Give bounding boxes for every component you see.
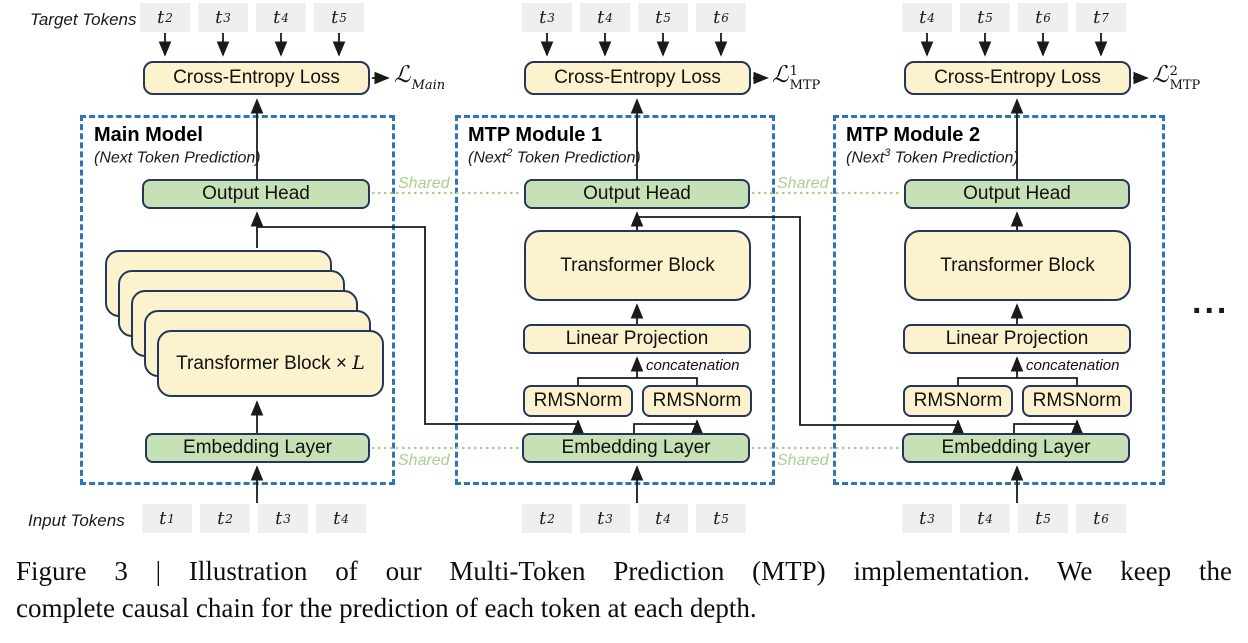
mtp1-loss-label: ℒ 1 MTP — [772, 62, 821, 93]
output-head-label: Output Head — [202, 183, 310, 204]
mtp-module-1-frame — [455, 115, 775, 485]
output-head-label: Output Head — [963, 183, 1071, 204]
main-loss-label: ℒ Main — [394, 62, 446, 93]
target-tokens-label: Target Tokens — [30, 10, 137, 29]
rmsnorm-label: RMSNorm — [652, 390, 742, 411]
concatenation-label: concatenation — [1026, 357, 1120, 374]
linear-projection-label: Linear Projection — [565, 328, 709, 349]
embedding-layer-label: Embedding Layer — [941, 437, 1091, 458]
shared-label-embedding-1: Shared — [398, 452, 450, 469]
rmsnorm-box: RMSNorm — [1022, 385, 1132, 417]
shared-label-output-head-2: Shared — [777, 175, 829, 192]
black-arrows — [158, 33, 1149, 503]
concatenation-label: concatenation — [646, 357, 740, 374]
caption-line-2: complete causal chain for the prediction… — [16, 593, 757, 623]
transformer-block-box: Transformer Block — [904, 230, 1131, 301]
transformer-block-label: Transformer Block — [940, 254, 1095, 276]
input-tokens-label: Input Tokens — [28, 511, 125, 530]
mtp-module-1-heading: MTP Module 1 (Next2 Token Prediction) — [468, 124, 641, 167]
rmsnorm-label: RMSNorm — [913, 390, 1003, 411]
rmsnorm-box: RMSNorm — [642, 385, 752, 417]
connector-lines — [158, 33, 1149, 503]
main-model-subtitle: (Next Token Prediction) — [94, 149, 261, 167]
rmsnorm-box: RMSNorm — [523, 385, 633, 417]
output-head-box: Output Head — [904, 179, 1130, 209]
cross-entropy-label: Cross-Entropy Loss — [173, 67, 340, 88]
transformer-stack-label: Transformer Block × L — [176, 352, 365, 374]
embedding-layer-box: Embedding Layer — [145, 433, 370, 463]
mtp-module-2-frame — [833, 115, 1165, 485]
linear-projection-label: Linear Projection — [945, 328, 1089, 349]
linear-projection-box: Linear Projection — [523, 324, 751, 354]
output-head-label: Output Head — [583, 183, 691, 204]
mtp-module-2-heading: MTP Module 2 (Next3 Token Prediction) — [846, 124, 1019, 167]
figure-caption: Figure 3 | Illustration of our Multi-Tok… — [16, 556, 1232, 624]
cross-entropy-loss-box: Cross-Entropy Loss — [143, 61, 370, 95]
more-modules-ellipsis: ... — [1192, 283, 1230, 321]
cross-entropy-label: Cross-Entropy Loss — [934, 67, 1101, 88]
transformer-block-box: Transformer Block — [524, 230, 751, 301]
mtp2-loss-label: ℒ 2 MTP — [1152, 62, 1201, 93]
cross-entropy-loss-box: Cross-Entropy Loss — [524, 61, 751, 95]
embedding-layer-box: Embedding Layer — [522, 433, 750, 463]
transformer-block-label: Transformer Block — [560, 254, 715, 276]
main-model-title: Main Model — [94, 124, 203, 146]
linear-projection-box: Linear Projection — [903, 324, 1131, 354]
transformer-stack-front-box: Transformer Block × L — [157, 330, 384, 397]
mtp-module-1-title: MTP Module 1 — [468, 124, 603, 146]
output-head-box: Output Head — [142, 179, 370, 209]
embedding-layer-label: Embedding Layer — [183, 437, 332, 458]
output-head-box: Output Head — [524, 179, 750, 209]
shared-label-embedding-2: Shared — [777, 452, 829, 469]
rmsnorm-label: RMSNorm — [1032, 390, 1122, 411]
embedding-layer-box: Embedding Layer — [902, 433, 1130, 463]
embedding-layer-label: Embedding Layer — [561, 437, 711, 458]
mtp-module-1-subtitle: (Next2 Token Prediction) — [468, 147, 641, 167]
mtp-module-2-title: MTP Module 2 — [846, 124, 981, 146]
main-model-heading: Main Model (Next Token Prediction) — [94, 124, 261, 167]
cross-entropy-loss-box: Cross-Entropy Loss — [904, 61, 1131, 95]
main-model-frame — [80, 115, 395, 485]
mtp-module-2-subtitle: (Next3 Token Prediction) — [846, 147, 1019, 167]
caption-line-1: Figure 3 | Illustration of our Multi-Tok… — [16, 556, 1232, 586]
shared-label-output-head-1: Shared — [398, 175, 450, 192]
cross-entropy-label: Cross-Entropy Loss — [554, 67, 721, 88]
shared-dotted-lines — [372, 191, 901, 450]
rmsnorm-box: RMSNorm — [903, 385, 1013, 417]
rmsnorm-label: RMSNorm — [533, 390, 623, 411]
